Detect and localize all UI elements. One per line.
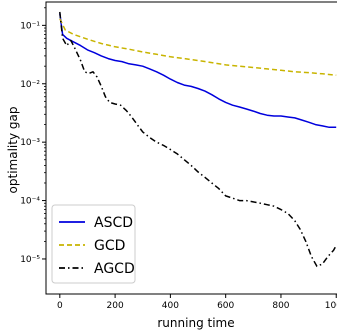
x-tick-label: 200 bbox=[107, 301, 124, 311]
series-layer bbox=[59, 11, 337, 268]
y-axis-ticks: 10⁻¹ 10⁻² 10⁻³ 10⁻⁴ 10⁻⁵ bbox=[20, 7, 46, 265]
legend-label-agcd: AGCD bbox=[94, 261, 135, 277]
y-tick-label: 10⁻³ bbox=[20, 138, 40, 148]
x-axis-ticks: 0 200 400 600 800 1000 bbox=[57, 294, 337, 311]
x-tick-label: 0 bbox=[57, 301, 63, 311]
legend-label-gcd: GCD bbox=[94, 238, 125, 254]
y-axis-label: optimality gap bbox=[6, 107, 20, 194]
x-tick-label: 600 bbox=[217, 301, 234, 311]
y-tick-label: 10⁻⁵ bbox=[20, 255, 40, 265]
y-tick-label: 10⁻² bbox=[20, 80, 40, 90]
x-tick-label: 400 bbox=[162, 301, 179, 311]
y-tick-label: 10⁻⁴ bbox=[20, 197, 40, 207]
y-tick-label: 10⁻¹ bbox=[20, 21, 40, 31]
series-line-ascd bbox=[59, 13, 337, 129]
series-line-agcd bbox=[59, 11, 337, 268]
series-line-gcd bbox=[59, 18, 337, 76]
x-axis-label: running time bbox=[157, 316, 234, 330]
x-tick-label: 1000 bbox=[325, 301, 337, 311]
legend-label-ascd: ASCD bbox=[94, 215, 133, 231]
legend-box bbox=[51, 204, 136, 284]
x-tick-label: 800 bbox=[272, 301, 289, 311]
legend: ASCD GCD AGCD bbox=[51, 204, 136, 284]
